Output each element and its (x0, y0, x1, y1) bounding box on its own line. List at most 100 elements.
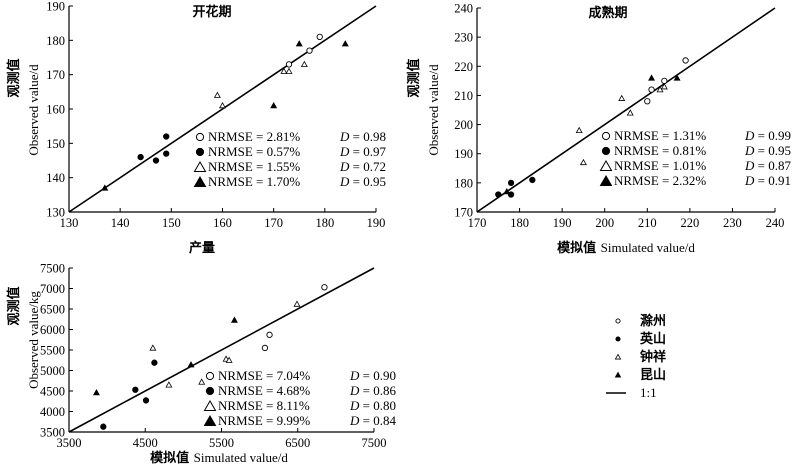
y-tick-label: 140 (46, 171, 65, 185)
stats-nrmse: NRMSE = 8.11% (218, 398, 310, 413)
y-tick-label: 7000 (40, 282, 65, 296)
x-tick-label: 5500 (209, 436, 234, 450)
x-tick-label: 230 (723, 216, 742, 230)
y-tick-label: 7500 (40, 262, 65, 276)
y-label-en: Observed value/kg (26, 291, 41, 389)
x-tick-label: 220 (680, 216, 699, 230)
panel-title: 产量 (189, 240, 215, 256)
y-tick-label: 3500 (40, 426, 65, 440)
stats-marker (205, 386, 215, 396)
y-tick-label: 180 (46, 34, 65, 48)
one-to-one-line (476, 7, 776, 213)
stats-d: D = 0.95 (744, 143, 791, 158)
data-point (285, 67, 293, 74)
data-point (341, 40, 349, 47)
series-3 (213, 60, 308, 109)
series-3 (149, 300, 301, 388)
data-point (149, 344, 157, 351)
stats-marker (599, 160, 613, 171)
x-tick-label: 200 (595, 216, 614, 230)
one-to-one-line (68, 267, 375, 433)
stats-nrmse: NRMSE = 2.32% (614, 173, 706, 188)
y-label-en: Observed value/d (26, 64, 41, 156)
one-to-one-line (68, 5, 377, 213)
data-point (306, 47, 313, 54)
data-point (300, 60, 308, 68)
x-tick-label: 7500 (362, 436, 387, 450)
y-label-en: Observed value/d (426, 64, 441, 156)
y-label-cn: 观测值 (6, 286, 22, 325)
data-point (295, 40, 303, 47)
x-tick-label: 180 (510, 216, 529, 230)
x-label-cn: 模拟值 (150, 450, 194, 466)
stats-marker (193, 161, 207, 172)
stats-marker (601, 131, 611, 141)
stats-d: D = 0.87 (744, 158, 791, 173)
data-point (673, 74, 681, 81)
x-tick-label: 170 (468, 216, 487, 230)
y-tick-label: 190 (454, 147, 473, 161)
data-point (152, 157, 160, 164)
series-2 (100, 359, 158, 430)
stats-d: D = 0.98 (339, 129, 386, 144)
data-point (285, 61, 293, 68)
series-1 (285, 33, 323, 68)
y-tick-label: 130 (46, 206, 65, 220)
y-tick-label: 6500 (40, 303, 65, 317)
x-tick-label: 130 (60, 216, 79, 230)
data-point (648, 86, 655, 93)
stats-d: D = 0.97 (339, 144, 386, 159)
data-point (495, 191, 502, 198)
data-point (661, 77, 668, 85)
data-point (163, 133, 170, 140)
x-tick-label: 6500 (285, 436, 310, 450)
stats-d: D = 0.72 (339, 159, 386, 174)
y-tick-label: 5000 (40, 364, 65, 378)
data-point (682, 57, 689, 64)
data-point (644, 98, 651, 105)
stats-d: D = 0.84 (349, 413, 396, 428)
data-point (187, 361, 195, 368)
stats-marker (193, 176, 207, 187)
y-tick-label: 5500 (40, 344, 65, 358)
stats-marker (599, 175, 613, 186)
y-tick-label: 230 (454, 31, 473, 45)
legend-label: 昆山 (640, 367, 666, 383)
stats-marker (205, 371, 215, 381)
panel-1: 130 140 150 160 170 180 190 130 140 150 160 170 180 1… (6, 0, 386, 230)
series-4 (101, 40, 349, 191)
y-tick-label: 4000 (40, 405, 65, 419)
stats-d: D = 0.90 (349, 368, 396, 383)
data-point (151, 359, 158, 366)
data-point (660, 83, 668, 90)
series-4 (92, 316, 238, 396)
panel-title: 成熟期 (588, 5, 627, 21)
x-label-en: Simulated value/d (601, 240, 696, 255)
series-4 (503, 74, 681, 195)
data-point (219, 101, 226, 109)
data-point (321, 284, 328, 291)
stats-d: D = 0.80 (349, 398, 396, 413)
x-tick-label: 3500 (57, 436, 82, 450)
legend-label: 钟祥 (640, 349, 666, 365)
x-tick-label: 190 (367, 216, 386, 230)
stats-marker (601, 146, 611, 156)
stats-marker (195, 132, 205, 142)
data-point (507, 179, 515, 187)
x-tick-label: 150 (162, 216, 181, 230)
x-tick-label: 160 (213, 216, 232, 230)
y-tick-label: 210 (454, 89, 473, 103)
x-tick-label: 190 (553, 216, 572, 230)
data-point (101, 184, 109, 191)
series-2 (137, 133, 170, 164)
stats-nrmse: NRMSE = 7.04% (218, 368, 310, 383)
stats-marker (195, 147, 205, 157)
data-point (266, 331, 273, 338)
data-point (137, 153, 144, 161)
data-point (165, 381, 173, 388)
stats-nrmse: NRMSE = 1.31% (614, 128, 706, 143)
data-point (100, 423, 107, 430)
x-tick-label: 240 (766, 216, 785, 230)
data-point (280, 67, 288, 74)
